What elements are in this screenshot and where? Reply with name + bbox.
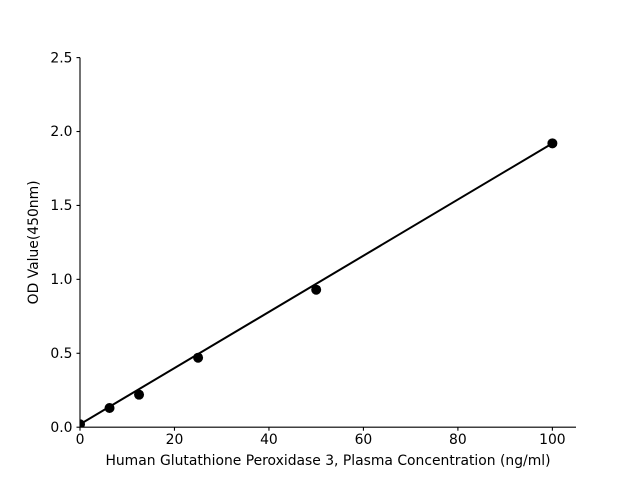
y-tick-label: 2.5 bbox=[50, 50, 72, 66]
x-tick-label: 40 bbox=[260, 432, 278, 448]
data-point bbox=[80, 419, 85, 428]
y-axis-label: OD Value(450nm) bbox=[26, 180, 42, 304]
axis-spines bbox=[79, 57, 576, 428]
y-tick-label: 0.5 bbox=[50, 346, 72, 362]
y-tick-label: 1.5 bbox=[50, 198, 72, 214]
y-tick-label: 1.0 bbox=[50, 272, 72, 288]
data-point bbox=[547, 138, 558, 149]
axes-layer: 0 20 40 60 80 100 0.0 0.5 1.0 1.5 2.0 2.5 bbox=[50, 50, 576, 448]
data-point bbox=[193, 352, 204, 363]
data-point bbox=[104, 402, 115, 413]
y-tick-label: 2.0 bbox=[50, 124, 72, 140]
x-tick-label: 100 bbox=[539, 432, 566, 448]
x-tick-label: 60 bbox=[355, 432, 373, 448]
x-tick-label: 0 bbox=[76, 432, 85, 448]
trend-line bbox=[80, 142, 553, 426]
x-axis-label: Human Glutathione Peroxidase 3, Plasma C… bbox=[105, 453, 550, 469]
data-series bbox=[80, 138, 558, 428]
x-tick-label: 80 bbox=[449, 432, 467, 448]
data-point bbox=[311, 284, 322, 295]
y-tick-label: 0.0 bbox=[50, 420, 72, 436]
x-tick-label: 20 bbox=[166, 432, 184, 448]
data-point bbox=[134, 389, 145, 400]
